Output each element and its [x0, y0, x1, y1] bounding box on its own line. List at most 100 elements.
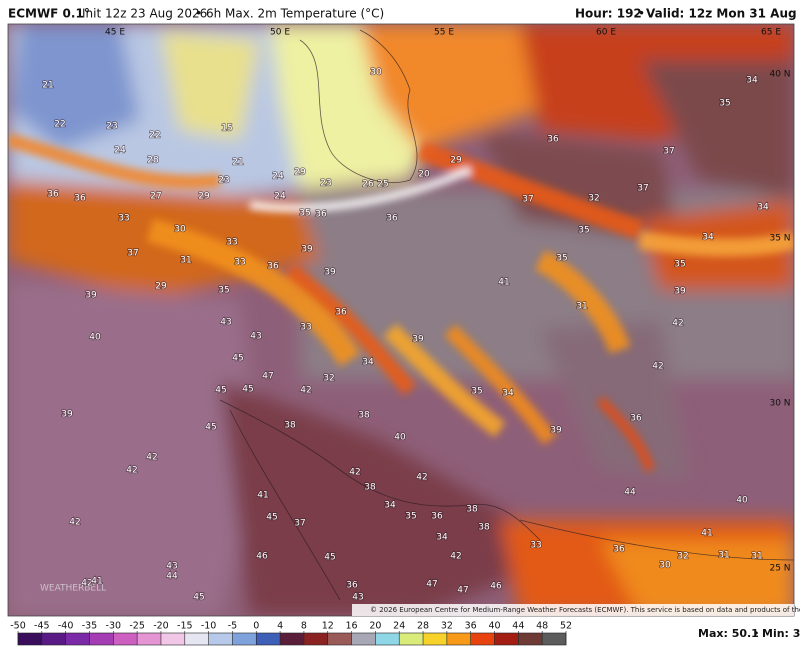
colorbar-segment: [65, 633, 90, 645]
temperature-label: 34: [702, 233, 714, 243]
temperature-label: 31: [751, 552, 762, 562]
longitude-label: 50 E: [270, 28, 290, 38]
temperature-label: 36: [315, 210, 327, 220]
temperature-label: 45: [193, 593, 204, 603]
temperature-label: 36: [547, 135, 559, 145]
temperature-label: 35: [556, 254, 567, 264]
temperature-label: 42: [300, 386, 311, 396]
temperature-label: 23: [106, 122, 117, 132]
colorbar-segment: [375, 633, 400, 645]
temperature-label: 45: [205, 423, 216, 433]
temperature-label: 42: [69, 518, 80, 528]
temperature-label: 43: [220, 318, 231, 328]
temperature-label: 23: [218, 176, 229, 186]
header-separator: •: [195, 7, 202, 21]
temperature-label: 43: [250, 332, 261, 342]
longitude-label: 45 E: [105, 28, 125, 38]
colorbar-segment: [137, 633, 161, 645]
temperature-label: 31: [180, 256, 191, 266]
temperature-label: 33: [300, 323, 311, 333]
temperature-label: 36: [386, 214, 398, 224]
temperature-label: 43: [166, 562, 177, 572]
temperature-label: 36: [267, 262, 279, 272]
temperature-label: 36: [613, 545, 625, 555]
colorbar-segment: [113, 633, 138, 645]
temperature-label: 41: [91, 577, 102, 587]
temperature-label: 39: [674, 287, 686, 297]
colorbar-tick-label: 52: [560, 621, 572, 632]
temperature-label: 35: [719, 99, 730, 109]
temperature-label: 34: [384, 501, 396, 511]
colorbar-tick-label: 16: [346, 621, 358, 632]
colorbar-segment: [423, 633, 447, 645]
colorbar-segment: [518, 633, 543, 645]
temperature-label: 39: [301, 245, 313, 255]
temperature-label: 34: [502, 389, 514, 399]
temperature-label: 30: [370, 68, 382, 78]
temperature-label: 20: [418, 170, 430, 180]
init-time: Init 12z 23 Aug 2026: [82, 7, 207, 21]
colorbar-tick-label: -5: [228, 621, 237, 632]
colorbar-segment: [89, 633, 114, 645]
temperature-label: 37: [127, 249, 138, 259]
temperature-label: 44: [166, 572, 178, 582]
temperature-label: 35: [218, 286, 229, 296]
temperature-label: 36: [74, 194, 86, 204]
temperature-label: 37: [637, 184, 648, 194]
temperature-label: 39: [412, 335, 424, 345]
temperature-label: 36: [47, 190, 59, 200]
longitude-label: 55 E: [434, 28, 454, 38]
temperature-label: 38: [478, 523, 490, 533]
latitude-label: 25 N: [769, 564, 790, 574]
latitude-label: 40 N: [769, 70, 790, 80]
temperature-label: 47: [426, 580, 437, 590]
credit: © 2026 European Centre for Medium-Range …: [370, 606, 800, 614]
colorbar-segment: [41, 633, 66, 645]
temperature-label: 29: [450, 156, 462, 166]
temperature-label: 22: [54, 120, 65, 130]
temperature-label: 34: [757, 203, 769, 213]
credit-box: [352, 604, 794, 616]
colorbar-segment: [399, 633, 424, 645]
temperature-label: 35: [405, 512, 416, 522]
temperature-label: 46: [490, 582, 502, 592]
temperature-label: 24: [272, 172, 284, 182]
colorbar-tick-label: 8: [301, 621, 307, 632]
temperature-label: 42: [81, 579, 92, 589]
colorbar-tick-label: 20: [369, 621, 381, 632]
colorbar-segment: [470, 633, 495, 645]
colorbar-tick-label: -50: [10, 621, 26, 632]
colorbar-segment: [303, 633, 328, 645]
longitude-label: 60 E: [596, 28, 616, 38]
valid-time: Valid: 12z Mon 31 Aug 2026: [646, 7, 800, 21]
temperature-label: 45: [232, 354, 243, 364]
temperature-label: 38: [358, 411, 370, 421]
colorbar-tick-label: -20: [153, 621, 169, 632]
temperature-label: 45: [215, 386, 226, 396]
field-name: 6h Max. 2m Temperature (°C): [206, 7, 384, 21]
temperature-label: 37: [294, 519, 305, 529]
temperature-label: 39: [61, 410, 73, 420]
colorbar-segment: [184, 633, 209, 645]
max-value: Max: 50.1: [698, 627, 759, 640]
temperature-label: 33: [234, 258, 245, 268]
temperature-field: [8, 24, 794, 616]
temperature-label: 39: [324, 268, 336, 278]
colorbar-tick-label: 44: [512, 621, 524, 632]
temperature-label: 44: [624, 488, 636, 498]
colorbar-tick-label: 0: [253, 621, 259, 632]
colorbar-tick-label: -10: [201, 621, 217, 632]
temperature-label: 42: [349, 468, 360, 478]
colorbar-tick-label: 12: [322, 621, 334, 632]
temperature-label: 36: [346, 581, 358, 591]
temperature-label: 46: [256, 552, 268, 562]
temperature-label: 41: [701, 529, 712, 539]
temperature-label: 35: [299, 209, 310, 219]
temperature-label: 41: [498, 278, 509, 288]
temperature-label: 30: [174, 225, 186, 235]
temperature-label: 33: [530, 541, 541, 551]
colorbar-segment: [446, 633, 471, 645]
colorbar-tick-label: -45: [34, 621, 50, 632]
temperature-label: 29: [155, 282, 167, 292]
temperature-label: 30: [659, 561, 671, 571]
